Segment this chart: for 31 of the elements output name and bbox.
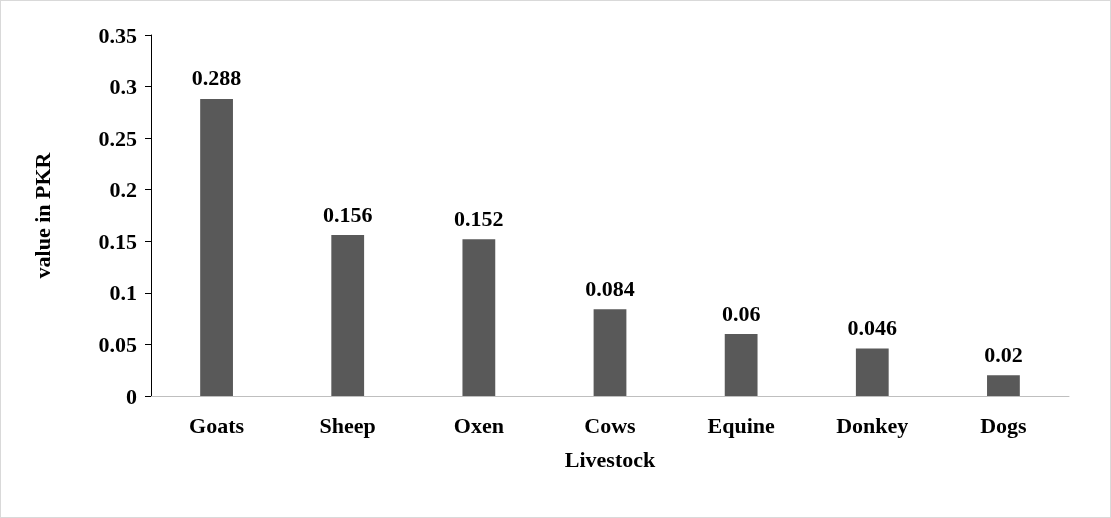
data-label: 0.084 bbox=[585, 275, 635, 301]
bar bbox=[200, 98, 233, 396]
data-label: 0.046 bbox=[847, 315, 898, 341]
x-tick-label: Dogs bbox=[980, 412, 1028, 438]
x-tick-label: Cows bbox=[584, 412, 637, 438]
y-tick-label: 0.3 bbox=[109, 74, 137, 100]
y-tick-label: 0.35 bbox=[98, 22, 137, 48]
data-label: 0.156 bbox=[322, 201, 373, 227]
data-label: 0.02 bbox=[984, 341, 1023, 367]
x-tick-label: Oxen bbox=[453, 412, 504, 438]
bar bbox=[987, 375, 1020, 396]
y-tick-label: 0.2 bbox=[109, 177, 137, 203]
x-axis-title: Livestock bbox=[564, 446, 656, 472]
y-axis-title: value in PKR bbox=[29, 151, 55, 279]
y-tick-label: 0 bbox=[126, 383, 137, 409]
bar bbox=[724, 334, 758, 396]
y-tick-label: 0.15 bbox=[98, 228, 137, 254]
bar bbox=[593, 309, 627, 396]
x-tick-label: Sheep bbox=[319, 412, 376, 438]
data-label: 0.152 bbox=[454, 205, 504, 231]
x-tick-label: Goats bbox=[189, 412, 245, 438]
bar bbox=[331, 235, 365, 396]
y-tick-label: 0.05 bbox=[98, 331, 137, 357]
y-tick-label: 0.1 bbox=[109, 280, 137, 306]
x-tick-label: Donkey bbox=[836, 412, 909, 438]
y-tick-label: 0.25 bbox=[98, 125, 137, 151]
bar bbox=[462, 239, 496, 396]
x-tick-label: Equine bbox=[707, 412, 775, 438]
data-label: 0.06 bbox=[721, 300, 761, 326]
bar bbox=[855, 348, 889, 396]
data-label: 0.288 bbox=[191, 65, 242, 91]
